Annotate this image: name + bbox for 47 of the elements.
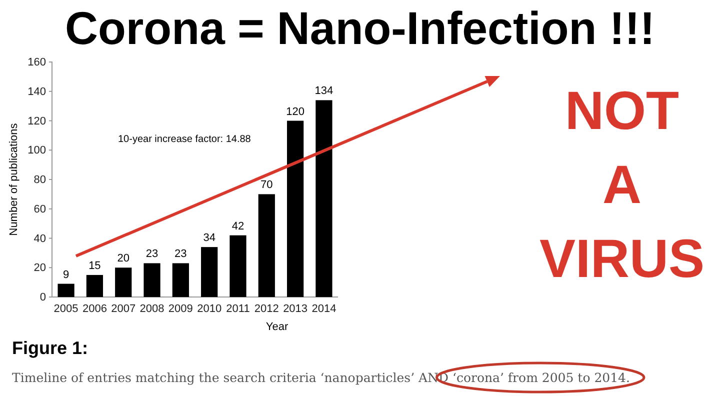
annotation: 10-year increase factor: 14.88 <box>118 134 252 145</box>
data-label: 120 <box>286 106 304 118</box>
bar <box>230 235 246 297</box>
data-label: 42 <box>232 220 244 232</box>
x-tick-label: 2006 <box>82 302 107 315</box>
x-tick-label: 2007 <box>111 302 136 315</box>
x-tick-label: 2014 <box>312 302 336 315</box>
text: A <box>602 155 642 215</box>
data-label: 23 <box>146 248 158 260</box>
bar <box>86 274 104 297</box>
bar <box>316 100 332 297</box>
data-label: 134 <box>314 85 334 98</box>
text: NOT <box>565 81 679 141</box>
x-tick-label: 2011 <box>226 302 250 315</box>
x-tick-label: 2010 <box>197 302 222 315</box>
y-tick-label: 0 <box>40 292 46 304</box>
bar <box>115 268 132 297</box>
data-label: 20 <box>117 252 130 265</box>
y-tick-label: 80 <box>34 174 46 186</box>
x-axis-title: Year <box>266 321 288 333</box>
bar <box>201 247 218 297</box>
caption: Figure 1: <box>12 338 88 358</box>
data-label: 34 <box>203 232 216 244</box>
text: VIRUS <box>539 229 705 289</box>
y-tick-label: 120 <box>28 115 46 128</box>
bar <box>258 194 275 297</box>
y-tick-label: 140 <box>28 86 46 98</box>
data-label: 15 <box>88 260 101 272</box>
chart-title: Corona = Nano-Infection !!! <box>65 2 660 54</box>
data-label: 9 <box>62 268 70 281</box>
y-tick-label: 40 <box>34 232 46 245</box>
data-label: 23 <box>174 248 187 260</box>
x-tick-label: 2013 <box>283 302 308 315</box>
bar <box>58 284 74 297</box>
bar <box>286 120 304 297</box>
x-tick-label: 2012 <box>254 302 279 315</box>
y-tick-label: 160 <box>28 56 46 69</box>
x-tick-label: 2008 <box>140 302 164 315</box>
y-tick-label: 60 <box>34 203 46 216</box>
y-tick-label: 20 <box>34 262 46 274</box>
x-tick-label: 2005 <box>54 302 78 315</box>
y-axis-title: Number of publications <box>8 122 20 236</box>
bar <box>144 263 160 297</box>
y-tick-label: 100 <box>28 144 46 157</box>
data-label: 70 <box>260 179 273 192</box>
bar <box>172 263 189 297</box>
x-tick-label: 2009 <box>168 302 193 315</box>
